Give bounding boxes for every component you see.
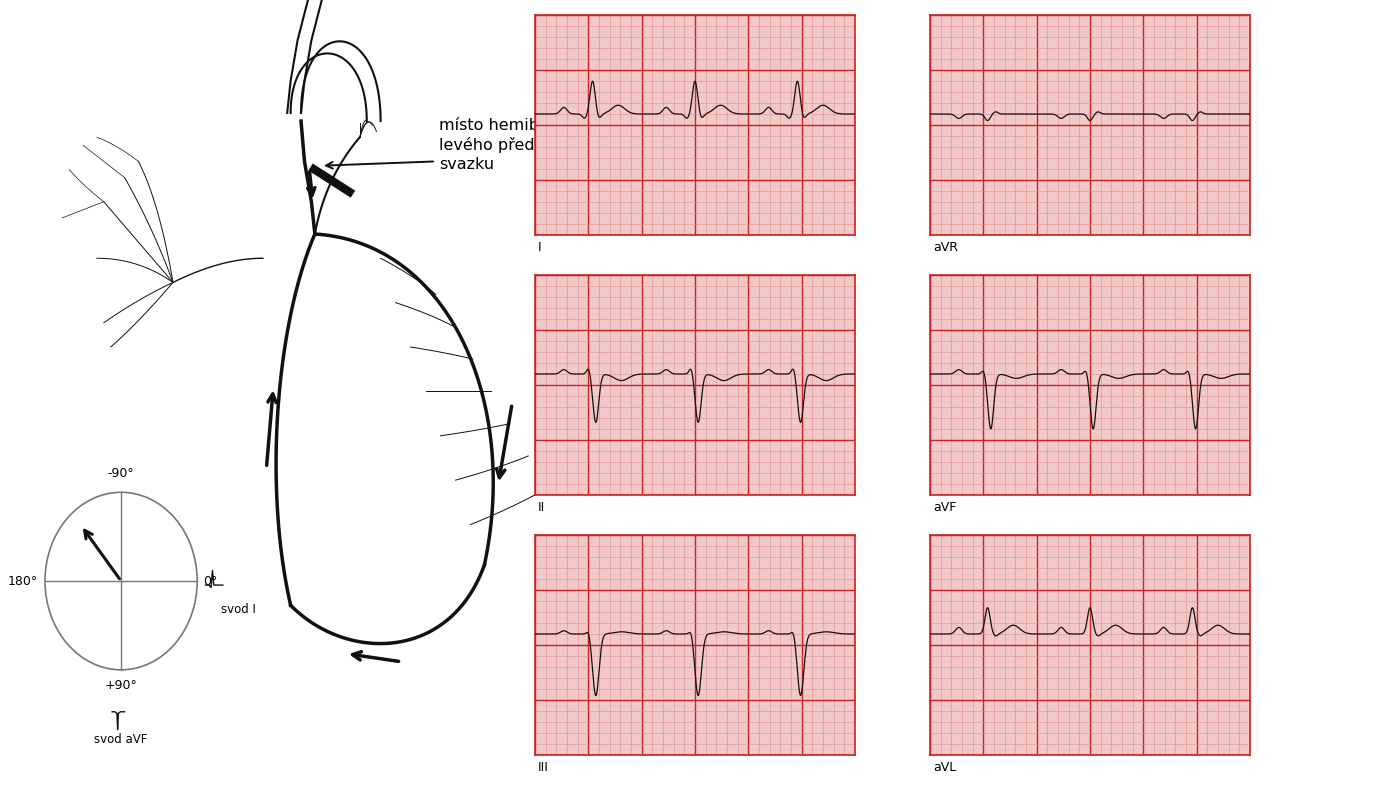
Text: III: III xyxy=(538,762,548,775)
Text: 180°: 180° xyxy=(8,575,37,587)
Text: 0°: 0° xyxy=(203,575,217,587)
Text: místo hemiblokády
levého předního
svazku: místo hemiblokády levého předního svazku xyxy=(440,117,592,172)
Text: -90°: -90° xyxy=(108,467,134,480)
Text: I: I xyxy=(538,241,541,254)
Text: II: II xyxy=(538,501,545,514)
Text: aVF: aVF xyxy=(933,501,956,514)
Text: +90°: +90° xyxy=(105,679,137,692)
Text: svod aVF: svod aVF xyxy=(94,733,148,746)
Text: svod I: svod I xyxy=(221,603,256,616)
Text: aVR: aVR xyxy=(933,241,958,254)
Text: aVL: aVL xyxy=(933,762,956,775)
